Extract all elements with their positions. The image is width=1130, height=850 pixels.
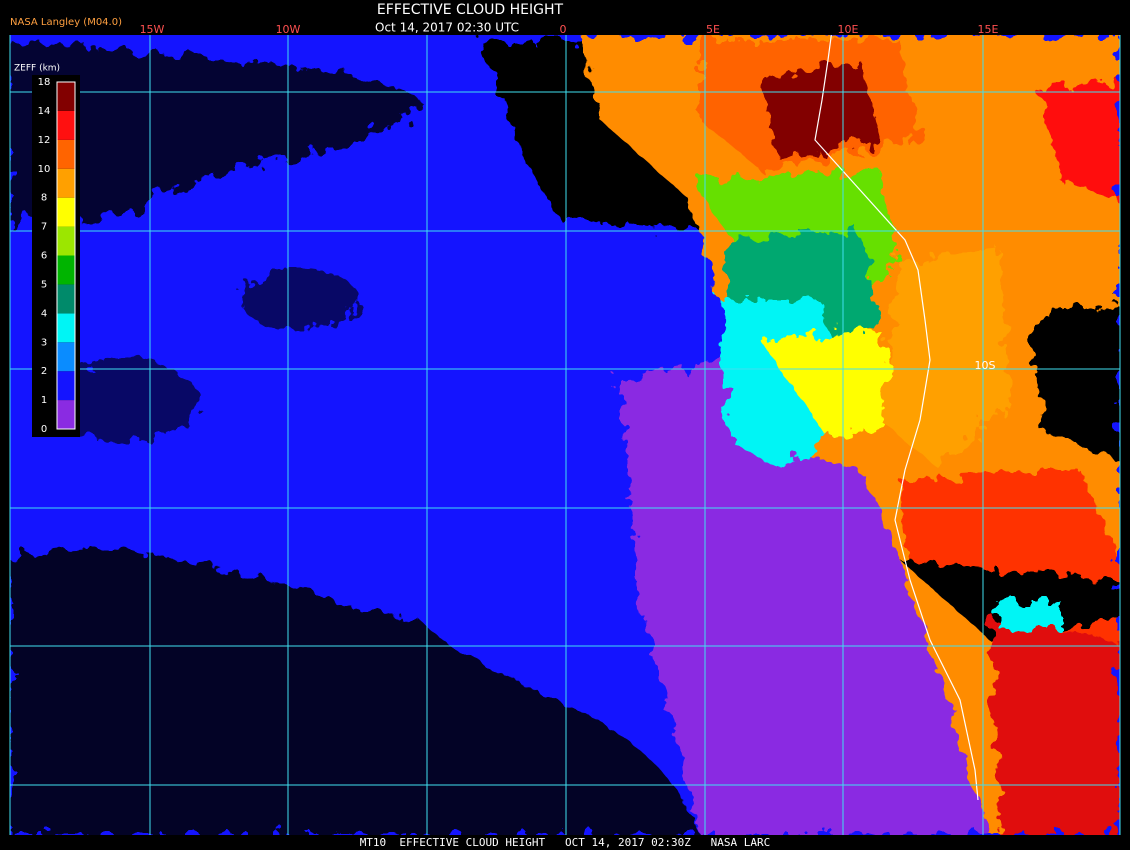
datetime: Oct 14, 2017 02:30 UTC [375, 21, 519, 35]
lat-label: 10S [975, 359, 996, 372]
lon-label: 10W [276, 23, 301, 36]
colorbar-tick-label: 1 [41, 395, 47, 406]
colorbar-tick-label: 18 [38, 77, 51, 88]
title: EFFECTIVE CLOUD HEIGHT [377, 2, 564, 18]
source-label: NASA Langley (M04.0) [10, 17, 122, 28]
footer: MT10 EFFECTIVE CLOUD HEIGHT OCT 14, 2017… [360, 836, 771, 849]
lon-label: 0 [560, 23, 567, 36]
colorbar-frame [56, 81, 76, 430]
colorbar-tick-label: 2 [41, 366, 47, 377]
lon-label: 15E [978, 23, 999, 36]
map-image [10, 35, 1120, 835]
colorbar-segment [57, 255, 75, 285]
colorbar-segment [57, 226, 75, 256]
colorbar-segment [57, 284, 75, 314]
colorbar-segment [57, 400, 75, 429]
lon-label: 10E [838, 23, 859, 36]
colorbar-tick-label: 10 [38, 164, 51, 175]
colorbar-segment [57, 197, 75, 227]
colorbar-tick-label: 4 [41, 308, 47, 319]
colorbar-segment [57, 110, 75, 140]
lon-label: 15W [140, 23, 165, 36]
colorbar-tick-label: 5 [41, 279, 47, 290]
colorbar-tick-label: 14 [38, 106, 51, 117]
colorbar-tick-label: 12 [38, 135, 51, 146]
colorbar-segment [57, 139, 75, 169]
colorbar-tick-label: 8 [41, 193, 47, 204]
colorbar-segment [57, 313, 75, 343]
colorbar-tick-label: 7 [41, 222, 47, 233]
colorbar-label: ZEFF (km) [14, 64, 60, 74]
colorbar-tick-label: 3 [41, 337, 47, 348]
colorbar-tick-label: 6 [41, 251, 47, 262]
colorbar-segment [57, 371, 75, 401]
graticule [9, 35, 1121, 835]
colorbar-segment [57, 82, 75, 111]
colorbar-tick-label: 0 [41, 424, 47, 435]
colorbar-segment [57, 342, 75, 372]
colorbar-segment [57, 168, 75, 198]
lon-label: 5E [706, 23, 720, 36]
